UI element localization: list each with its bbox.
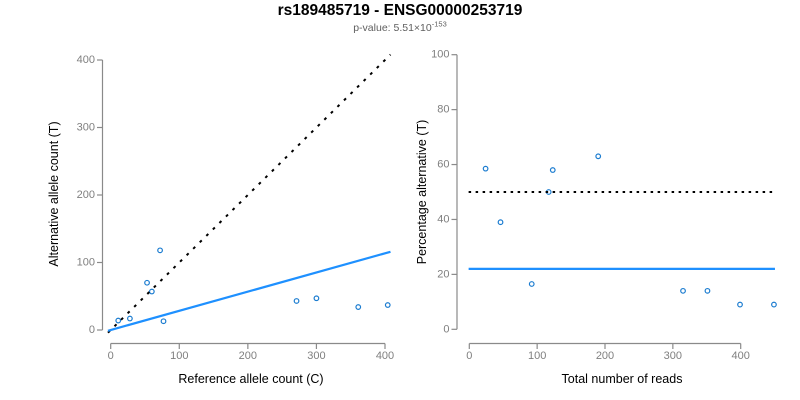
figure-subtitle: p-value: 5.51×10-153	[0, 19, 800, 35]
data-point	[293, 298, 300, 304]
x-tick-label: 100	[528, 350, 546, 362]
allele-count-plot: 0 100 200 300 400 0 100 200 300 400 Reference alle…	[47, 53, 394, 386]
p-value-exponent: -153	[431, 19, 447, 29]
data-point	[528, 281, 535, 287]
figure-header: rs189485719 - ENSG00000253719 p-value: 5…	[0, 2, 800, 35]
y-tick-label: 100	[77, 257, 95, 269]
x-tick-label: 200	[239, 350, 257, 362]
data-point	[115, 317, 122, 324]
data-point	[737, 301, 743, 308]
y-tick-label: 100	[431, 49, 449, 61]
y-tick-label: 300	[77, 122, 95, 134]
data-point	[497, 219, 504, 226]
data-point	[704, 287, 711, 294]
y-axis-title: Alternative allele count (T)	[47, 121, 61, 266]
p-value-text: p-value: 5.51×10	[353, 22, 432, 35]
data-point	[355, 304, 362, 310]
y-axis-title: Percentage alternative (T)	[415, 120, 429, 265]
data-point	[482, 165, 489, 172]
expected-ratio-line	[107, 250, 391, 332]
data-point	[148, 288, 155, 295]
data-point	[680, 287, 686, 294]
x-tick-label: 300	[664, 350, 682, 362]
x-axis-title: Reference allele count (C)	[178, 372, 323, 386]
data-point	[595, 153, 602, 160]
data-point	[157, 247, 163, 254]
y-tick-label: 60	[437, 159, 449, 171]
data-point	[160, 318, 167, 325]
figure-title: rs189485719 - ENSG00000253719	[277, 2, 523, 19]
y-tick-label: 20	[437, 268, 449, 280]
x-tick-label: 0	[466, 350, 472, 362]
x-tick-label: 300	[307, 350, 325, 362]
data-point	[771, 301, 777, 308]
data-point	[549, 167, 556, 173]
x-tick-label: 200	[596, 350, 614, 362]
data-point	[313, 295, 320, 302]
y-tick-label: 200	[77, 189, 95, 201]
x-tick-label: 100	[170, 350, 188, 362]
x-axis-title: Total number of reads	[562, 372, 683, 386]
y-tick-label: 80	[437, 104, 449, 116]
y-tick-label: 400	[77, 54, 95, 66]
data-point	[384, 302, 391, 308]
x-tick-label: 0	[108, 350, 114, 362]
data-point	[144, 279, 150, 286]
x-tick-label: 400	[376, 350, 394, 362]
data-point	[127, 315, 133, 322]
y-tick-label: 0	[89, 324, 95, 336]
reads-percentage-plot: 0 100 200 300 400 0 20 40 60 80 100 Total number of…	[415, 49, 777, 386]
identity-line	[107, 53, 392, 334]
x-tick-label: 400	[732, 350, 750, 362]
y-tick-label: 40	[437, 213, 449, 225]
y-tick-label: 0	[443, 323, 449, 335]
